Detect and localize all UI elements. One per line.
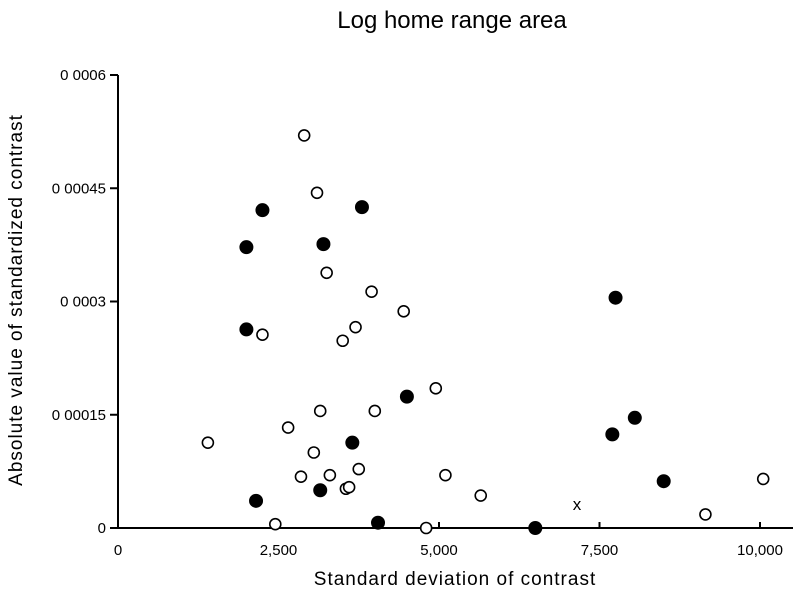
filled-point <box>354 200 369 215</box>
filled-point <box>371 515 386 530</box>
open-point <box>256 328 269 342</box>
open-point <box>294 470 308 483</box>
filled-point <box>255 203 270 218</box>
open-point <box>268 517 282 531</box>
y-tick-label: 0 0003 <box>60 294 106 311</box>
open-point <box>297 129 311 142</box>
x-tick-group: 0 2,500 5,000 7,500 10,000 <box>114 522 783 559</box>
x-tick-label: 7,500 <box>581 542 619 559</box>
open-point <box>307 446 321 459</box>
y-axis-label: Absolute value of standardized contrast <box>6 114 27 486</box>
open-point <box>281 421 295 434</box>
filled-point <box>249 493 264 508</box>
y-tick-label: 0 0006 <box>60 67 106 84</box>
open-point <box>201 436 215 449</box>
filled-point <box>627 410 642 425</box>
open-point <box>439 468 452 482</box>
filled-point <box>608 290 623 305</box>
open-point <box>429 382 443 395</box>
open-point <box>349 320 362 334</box>
open-point <box>699 508 712 521</box>
y-tick-label: 0 <box>98 520 106 537</box>
open-point <box>323 468 337 482</box>
x-tick-label: 0 <box>114 542 122 559</box>
open-point <box>419 521 433 535</box>
cross-point: x <box>573 495 582 514</box>
filled-point <box>399 389 414 404</box>
open-point <box>368 404 382 418</box>
open-point <box>756 472 770 486</box>
open-point <box>313 404 327 418</box>
open-point <box>397 305 410 318</box>
x-tick-label: 2,500 <box>260 542 298 559</box>
chart-title: Log home range area <box>337 7 567 34</box>
filled-point <box>316 237 331 252</box>
data-points: x <box>201 129 770 535</box>
filled-point <box>605 427 620 442</box>
y-tick-label: 0 00045 <box>52 180 106 197</box>
filled-point <box>656 474 671 489</box>
x-axis-label: Standard deviation of contrast <box>314 569 596 590</box>
y-tick-label: 0 00015 <box>52 407 106 424</box>
filled-point <box>345 435 360 450</box>
filled-point <box>528 521 543 535</box>
open-point <box>352 462 366 476</box>
open-point <box>310 186 324 200</box>
filled-point <box>313 483 328 498</box>
y-tick-group: 0 0 00015 0 0003 0 00045 0 0006 <box>52 67 118 537</box>
filled-point <box>239 240 254 255</box>
filled-point <box>239 322 254 337</box>
open-point <box>320 266 333 280</box>
x-tick-label: 5,000 <box>420 542 458 559</box>
open-point <box>336 334 350 348</box>
open-point <box>365 285 378 298</box>
x-tick-label: 10,000 <box>737 542 783 559</box>
open-point <box>474 489 488 502</box>
open-point <box>342 480 356 494</box>
